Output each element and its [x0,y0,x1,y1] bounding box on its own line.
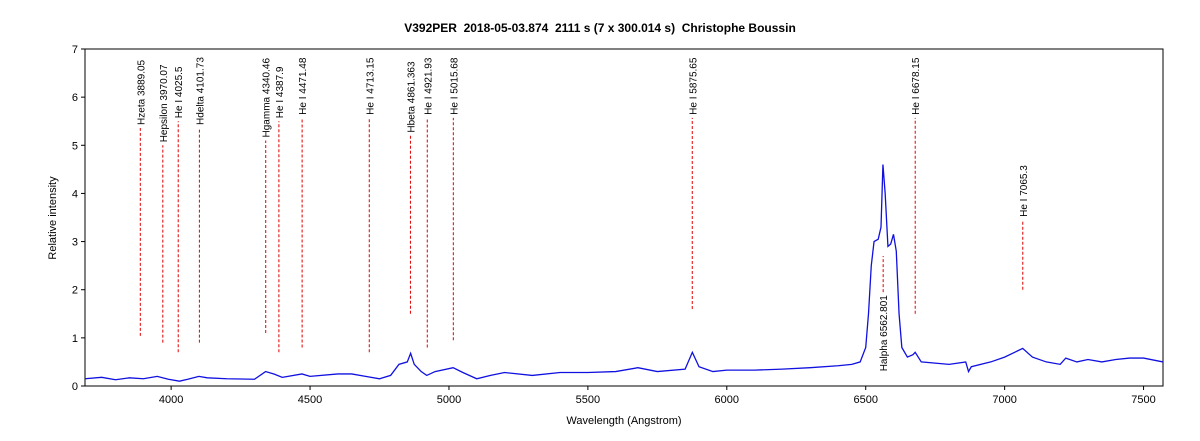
y-tick-label: 7 [72,44,78,56]
annotation-label: He I 4387.9 [275,66,286,118]
annotation-label: Halpha 6562.801 [879,295,890,372]
x-axis-label: Wavelength (Angstrom) [566,415,681,427]
y-tick-label: 4 [72,188,78,200]
annotation-label: Hdelta 4101.73 [195,57,206,125]
y-axis-label: Relative intensity [47,176,59,260]
y-tick-label: 6 [72,92,78,104]
y-tick-label: 1 [72,333,78,345]
x-tick-label: 5500 [576,394,600,406]
annotation-label: Hbeta 4861.363 [406,61,417,133]
x-tick-label: 6500 [853,394,877,406]
y-tick-label: 0 [72,381,78,393]
annotation-label: He I 4921.93 [423,57,434,115]
chart-title: V392PER 2018-05-03.874 2111 s (7 x 300.0… [404,21,796,35]
x-tick-label: 4000 [159,394,183,406]
spectrum-line [84,164,1164,382]
x-tick-label: 7500 [1131,394,1155,406]
annotation-label: He I 4713.15 [365,57,376,115]
annotation-label: He I 5015.68 [449,57,460,115]
x-tick-label: 6000 [715,394,739,406]
y-tick-label: 3 [72,237,78,249]
annotation-label: Hzeta 3889.05 [136,59,147,124]
annotation-label: Hepsilon 3970.07 [159,64,170,142]
annotation-label: Hgamma 4340.46 [262,58,273,138]
x-tick-label: 7000 [992,394,1016,406]
y-tick-label: 5 [72,140,78,152]
annotation-label: He I 7065.3 [1019,165,1030,217]
annotation-label: He I 6678.15 [911,57,922,115]
annotation-label: He I 4471.48 [298,57,309,115]
x-tick-label: 5000 [437,394,461,406]
annotation-label: He I 4025.5 [174,66,185,118]
annotation-label: He I 5875.65 [688,57,699,115]
y-tick-label: 2 [72,285,78,297]
x-tick-label: 4500 [298,394,322,406]
plot-frame [84,48,1164,387]
